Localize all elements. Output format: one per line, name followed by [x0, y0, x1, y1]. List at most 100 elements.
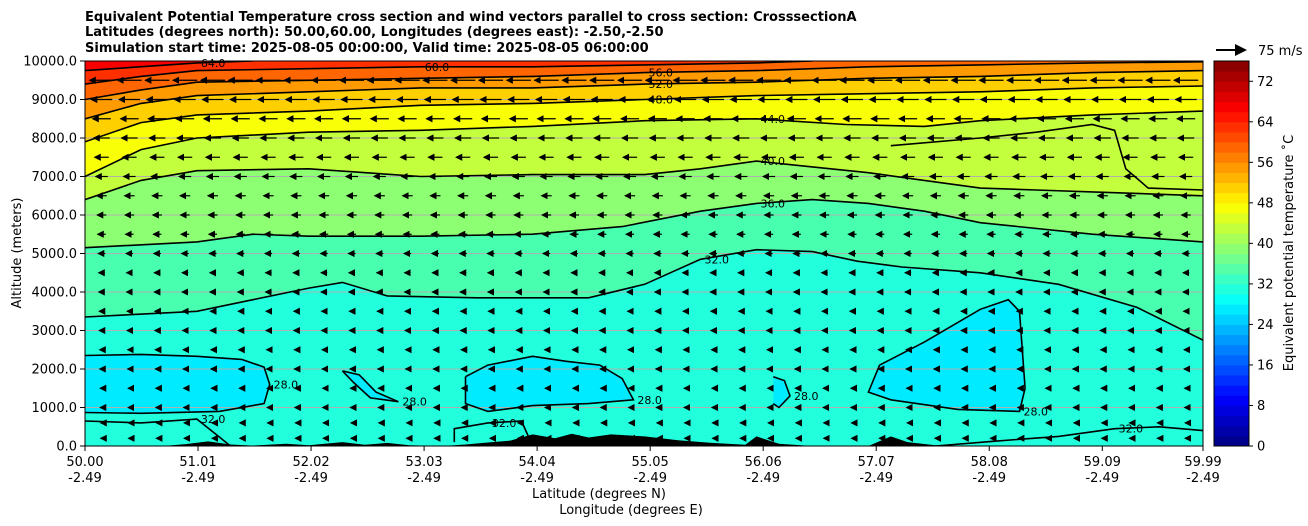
colorbar-swatch-16 — [1214, 354, 1249, 366]
y-tick-label-0: 0.0 — [56, 440, 77, 455]
y-tick-label-5: 5000.0 — [32, 247, 78, 262]
colorbar-swatch-60 — [1214, 131, 1249, 143]
x-axis-label-longitude: Longitude (degrees E) — [559, 503, 703, 518]
contour-40-10 — [85, 160, 1203, 201]
x-tick-lon-7: -2.49 — [859, 471, 893, 486]
plot-area — [85, 61, 1203, 446]
x-tick-lon-4: -2.49 — [520, 471, 554, 486]
x-tick-lat-9: 59.09 — [1084, 455, 1121, 470]
colorbar-swatch-74 — [1214, 61, 1249, 72]
contour-label-28-2: 28.0 — [637, 394, 662, 407]
contour-label-36-9: 36.0 — [760, 197, 785, 210]
colorbar-swatch-42 — [1214, 223, 1249, 234]
x-tick-lat-6: 56.06 — [745, 455, 782, 470]
x-tick-lon-10: -2.49 — [1186, 471, 1220, 486]
contour-label-40-10: 40.0 — [760, 155, 785, 168]
colorbar-tick-label-6: 48 — [1257, 196, 1274, 211]
contour-label-32-5: 32.0 — [705, 253, 730, 266]
x-tick-lon-9: -2.49 — [1085, 471, 1119, 486]
x-tick-lat-10: 59.99 — [1184, 455, 1221, 470]
contour-28-1 — [341, 370, 399, 403]
y-axis-ticks: 0.0 1000.0 2000.0 3000.0 4000.0 5000.0 6000.0 7… — [23, 55, 85, 455]
contour-28-0 — [85, 353, 271, 415]
colorbar-frame — [1213, 60, 1250, 447]
quiver-key-label: 75 m/s — [1258, 44, 1303, 59]
y-tick-label-8: 8000.0 — [32, 132, 78, 147]
core-28-2 — [465, 356, 634, 412]
contour-label-32-8: 32.0 — [1119, 423, 1144, 436]
colorbar-swatch-64 — [1214, 111, 1249, 123]
contour-label-64-17: 64.0 — [201, 57, 226, 70]
contour-64-17 — [85, 61, 253, 72]
x-tick-lon-8: -2.49 — [972, 471, 1006, 486]
colorbar-swatch-50 — [1214, 182, 1249, 194]
contour-32-7 — [453, 420, 534, 446]
colorbar-swatch-34 — [1214, 263, 1249, 275]
colorbar-swatch-52 — [1214, 172, 1249, 184]
colorbar-ticks: 0 8 16 24 32 40 48 56 64 72 — [1249, 75, 1274, 455]
colorbar-swatch-70 — [1214, 81, 1249, 92]
colorbar-tick-label-3: 24 — [1257, 318, 1274, 333]
x-tick-lat-1: 51.01 — [179, 455, 216, 470]
contour-label-32-7: 32.0 — [492, 417, 517, 430]
contour-label-48-13: 48.0 — [649, 94, 674, 107]
x-tick-lat-7: 57.07 — [858, 455, 895, 470]
colorbar-swatch-24 — [1214, 314, 1249, 325]
colorbar-swatch-30 — [1214, 283, 1249, 295]
x-tick-lon-1: -2.49 — [181, 471, 215, 486]
contour-56-15 — [85, 61, 1203, 101]
y-axis-label: Altitude (meters) — [10, 198, 25, 309]
contour-label-28-3: 28.0 — [794, 390, 819, 403]
x-tick-lat-3: 53.03 — [405, 455, 442, 470]
colorbar-swatch-72 — [1214, 71, 1249, 82]
x-tick-lon-6: -2.49 — [746, 471, 780, 486]
core-28-0 — [85, 354, 270, 414]
x-tick-lon-0: -2.49 — [68, 471, 102, 486]
contour-48-13 — [85, 85, 1203, 143]
colorbar-swatch-22 — [1214, 324, 1249, 336]
wind-vectors — [88, 76, 1199, 442]
y-tick-label-9: 9000.0 — [32, 93, 78, 108]
contour-32-6 — [85, 418, 232, 446]
chart-title-line-3: Simulation start time: 2025-08-05 00:00:… — [85, 41, 649, 56]
x-tick-lat-5: 55.05 — [632, 455, 669, 470]
colorbar-swatch-40 — [1214, 233, 1249, 244]
contour-label-28-0: 28.0 — [274, 378, 299, 391]
colorbar-swatch-44 — [1214, 212, 1249, 224]
contour-label-52-14: 52.0 — [649, 78, 674, 91]
core-28-4 — [868, 299, 1026, 412]
x-tick-lon-5: -2.49 — [633, 471, 667, 486]
colorbar-swatch-2 — [1214, 425, 1249, 437]
band-64 — [85, 61, 253, 71]
colorbar-swatch-20 — [1214, 334, 1249, 346]
y-tick-label-6: 6000.0 — [32, 209, 78, 224]
colorbar-tick-label-0: 0 — [1257, 440, 1265, 455]
colorbar-swatch-36 — [1214, 253, 1249, 265]
contour-label-28-4: 28.0 — [1023, 405, 1048, 418]
contour-36-9 — [85, 198, 1203, 249]
colorbar-tick-label-2: 16 — [1257, 358, 1274, 373]
colorbar-swatch-12 — [1214, 375, 1249, 386]
colorbar-swatch-66 — [1214, 101, 1249, 113]
colorbar-tick-label-4: 32 — [1257, 277, 1274, 292]
colorbar-swatch-32 — [1214, 273, 1249, 285]
colorbar — [1214, 61, 1249, 447]
contour-label-44-12: 44.0 — [760, 113, 785, 126]
colorbar-tick-label-8: 64 — [1257, 115, 1274, 130]
y-tick-label-3: 3000.0 — [32, 324, 78, 339]
contour-lines — [85, 61, 1203, 446]
y-tick-label-10: 10000.0 — [23, 55, 77, 70]
x-tick-lat-2: 52.02 — [292, 455, 329, 470]
colorbar-label: Equivalent potential temperature ˚C — [1281, 135, 1297, 371]
colorbar-swatch-62 — [1214, 121, 1249, 133]
contour-52-14 — [85, 69, 1203, 120]
contour-labels: 28.0 28.0 28.0 28.0 28.0 32.0 32.0 32.0 32.0 36.0… — [201, 57, 1143, 436]
colorbar-swatch-54 — [1214, 162, 1249, 173]
colorbar-swatch-6 — [1214, 405, 1249, 417]
contour-label-60-16: 60.0 — [425, 61, 450, 74]
x-axis-ticks: 50.00-2.4951.01-2.4952.02-2.4953.03-2.49… — [66, 446, 1222, 486]
contour-32-8 — [935, 425, 1203, 446]
x-tick-lon-2: -2.49 — [294, 471, 328, 486]
band-56 — [85, 61, 1203, 100]
